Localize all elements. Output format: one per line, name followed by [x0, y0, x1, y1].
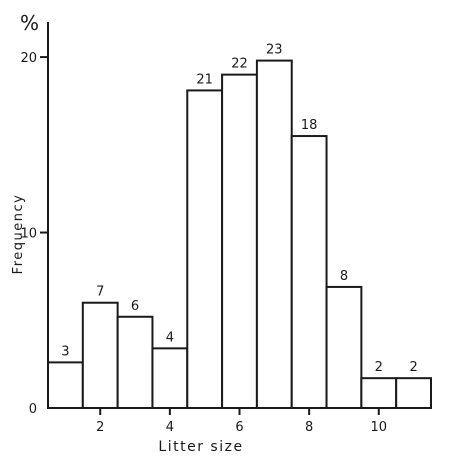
bar-value-label-1: 3: [61, 344, 69, 359]
x-tick-label-8: 8: [305, 420, 313, 435]
x-tick-label-2: 2: [96, 420, 104, 435]
bar-1: [47, 361, 84, 409]
y-axis-title: Frequency: [11, 194, 26, 275]
bar-value-label-4: 4: [166, 330, 174, 345]
y-tick-label-0: 0: [29, 402, 37, 417]
bars-group: [47, 59, 433, 410]
bar-value-label-6: 22: [231, 57, 248, 72]
x-tick-label-6: 6: [235, 420, 243, 435]
bar-4: [151, 347, 189, 410]
bar-11: [395, 377, 433, 410]
y-tick-label-20: 20: [20, 51, 37, 66]
y-tick-label-10: 10: [20, 227, 37, 242]
bar-10: [360, 377, 398, 410]
x-tick-label-4: 4: [166, 420, 174, 435]
bar-6: [221, 73, 258, 410]
bar-value-label-5: 21: [196, 72, 213, 87]
bar-value-label-8: 18: [301, 118, 318, 133]
bar-2: [81, 301, 119, 409]
x-axis-title: Litter size: [158, 439, 243, 455]
bar-value-label-2: 7: [96, 285, 104, 300]
bar-value-label-7: 23: [266, 43, 283, 58]
bar-5: [186, 89, 224, 409]
y-axis-unit-label: %: [20, 11, 39, 35]
bar-value-label-11: 2: [409, 360, 417, 375]
bar-value-label-10: 2: [375, 360, 383, 375]
ticks-group: 0 10 20 2 4 6 8 10: [20, 51, 387, 435]
bar-value-label-9: 8: [340, 269, 348, 284]
bar-value-label-3: 6: [131, 299, 139, 314]
bar-9: [325, 285, 363, 410]
bar-8: [290, 135, 328, 410]
bar-3: [116, 315, 154, 410]
x-tick-label-10: 10: [370, 420, 387, 435]
bar-7: [255, 59, 293, 409]
